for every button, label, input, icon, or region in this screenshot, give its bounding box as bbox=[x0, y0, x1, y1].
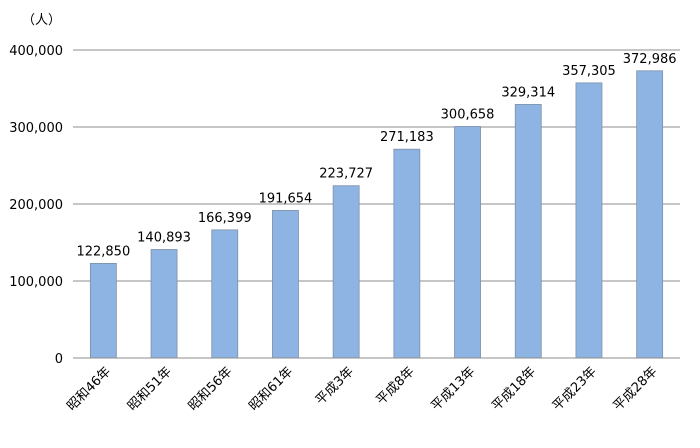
x-axis-labels: 昭和46年 昭和51年 昭和56年 昭和61年 平成3年 平成8年 平成13年 平成18年 平成… bbox=[64, 364, 660, 414]
data-label: 140,893 bbox=[137, 231, 191, 246]
y-tick-label: 0 bbox=[55, 352, 63, 367]
bar bbox=[211, 229, 239, 359]
data-label: 191,654 bbox=[259, 191, 313, 206]
x-tick-label: 昭和61年 bbox=[246, 364, 296, 414]
bar bbox=[332, 185, 360, 359]
bar bbox=[636, 70, 664, 359]
bar bbox=[393, 148, 421, 359]
data-label: 223,727 bbox=[319, 167, 373, 182]
y-tick-label: 100,000 bbox=[9, 275, 63, 290]
data-label: 372,986 bbox=[623, 52, 677, 67]
data-label: 300,658 bbox=[441, 107, 495, 122]
bar bbox=[89, 263, 117, 359]
y-tick-label: 400,000 bbox=[9, 44, 63, 59]
x-tick-label: 平成8年 bbox=[374, 364, 418, 408]
bar bbox=[272, 210, 299, 359]
x-tick-label: 平成13年 bbox=[428, 364, 478, 414]
y-axis-unit-label: （人） bbox=[22, 13, 61, 28]
bar bbox=[454, 126, 481, 359]
data-label: 166,399 bbox=[198, 211, 252, 226]
bar bbox=[150, 249, 178, 359]
x-tick-label: 平成3年 bbox=[313, 364, 357, 408]
data-label: 122,850 bbox=[76, 244, 130, 259]
x-tick-label: 昭和56年 bbox=[186, 364, 236, 414]
bar bbox=[575, 82, 603, 359]
data-label: 271,183 bbox=[380, 130, 434, 145]
bars bbox=[89, 70, 664, 359]
x-tick-label: 平成28年 bbox=[611, 364, 661, 414]
x-tick-label: 平成23年 bbox=[550, 364, 600, 414]
x-tick-label: 昭和46年 bbox=[64, 364, 114, 414]
data-label: 329,314 bbox=[501, 85, 555, 100]
y-tick-label: 300,000 bbox=[9, 121, 63, 136]
bar bbox=[514, 104, 542, 359]
y-tick-label: 200,000 bbox=[9, 198, 63, 213]
x-tick-label: 昭和51年 bbox=[125, 364, 175, 414]
data-labels: 122,850 140,893 166,399 191,654 223,727 271,1… bbox=[76, 52, 676, 260]
y-axis-ticks: 0 100,000 200,000 300,000 400,000 bbox=[9, 44, 63, 367]
x-tick-label: 平成18年 bbox=[489, 364, 539, 414]
data-label: 357,305 bbox=[562, 64, 616, 79]
